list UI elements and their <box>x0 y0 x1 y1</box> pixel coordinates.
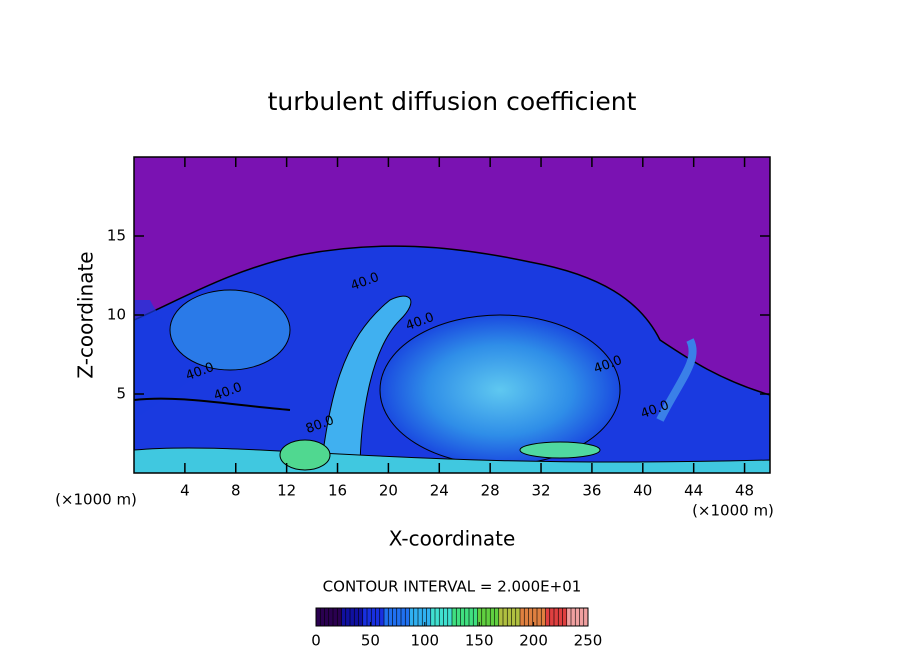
colorbar-cell <box>537 608 542 626</box>
colorbar-cell <box>532 608 538 626</box>
colorbar-cell <box>392 608 398 626</box>
colorbar-cell <box>447 608 453 626</box>
colorbar-cell <box>503 608 508 626</box>
x-tick-label: 20 <box>379 482 398 500</box>
x-tick-label: 36 <box>582 482 601 500</box>
colorbar-cell <box>401 608 406 626</box>
colorbar-cell <box>367 608 372 626</box>
colorbar-cell <box>350 608 355 626</box>
x-tick-label: 12 <box>277 482 296 500</box>
colorbar-tick-label: 0 <box>311 632 321 650</box>
colorbar-cell <box>435 608 440 626</box>
colorbar-cell <box>554 608 559 626</box>
x-tick-label: 48 <box>735 482 754 500</box>
colorbar-cell <box>486 608 491 626</box>
colorbar-cell <box>316 608 321 626</box>
x-tick-label: 44 <box>684 482 703 500</box>
colorbar-cell <box>498 608 504 626</box>
y-axis-label: Z-coordinate <box>74 251 98 378</box>
colorbar-cell <box>371 608 376 626</box>
chart-title: turbulent diffusion coefficient <box>268 87 637 116</box>
colorbar-cell <box>341 608 347 626</box>
y-tick-label: 15 <box>107 227 126 245</box>
colorbar-cell <box>490 608 495 626</box>
x-tick-label: 4 <box>180 482 190 500</box>
field <box>134 157 770 473</box>
colorbar-cell <box>545 608 551 626</box>
contour-interval: CONTOUR INTERVAL = 2.000E+01 <box>323 578 582 596</box>
colorbar-cell <box>333 608 338 626</box>
colorbar-tick-label: 50 <box>361 632 380 650</box>
colorbar-cell <box>337 608 342 626</box>
colorbar-cell <box>566 608 572 626</box>
colorbar-cell <box>439 608 444 626</box>
colorbar-cell <box>422 608 427 626</box>
colorbar-cell <box>473 608 478 626</box>
colorbar-cell <box>375 608 381 626</box>
colorbar-cell <box>328 608 334 626</box>
colorbar-cell <box>409 608 415 626</box>
colorbar-cell <box>396 608 402 626</box>
x-axis-label: X-coordinate <box>389 527 516 551</box>
colorbar-cell <box>456 608 461 626</box>
colorbar-cell <box>562 608 568 626</box>
x-tick-label: 32 <box>531 482 550 500</box>
colorbar-tick-label: 100 <box>410 632 439 650</box>
colorbar-cell <box>520 608 525 626</box>
colorbar-cell <box>384 608 389 626</box>
x-tick-label: 24 <box>430 482 449 500</box>
colorbar-cell <box>571 608 576 626</box>
colorbar-cell <box>405 608 410 626</box>
colorbar-cell <box>452 608 457 626</box>
colorbar-cell <box>358 608 364 626</box>
colorbar-cell <box>541 608 546 626</box>
colorbar-cell <box>515 608 521 626</box>
colorbar-cell <box>583 608 589 626</box>
colorbar-tick-label: 150 <box>465 632 494 650</box>
colorbar-cell <box>477 608 483 626</box>
colorbar-cell <box>507 608 512 626</box>
colorbar-cell <box>494 608 500 626</box>
colorbar-cell <box>460 608 466 626</box>
colorbar-tick-label: 200 <box>519 632 548 650</box>
colorbar-frame <box>315 607 589 627</box>
colorbar-cell <box>469 608 474 626</box>
colorbar-cell <box>388 608 393 626</box>
colorbar-cell <box>528 608 534 626</box>
y-tick-label: 10 <box>107 306 126 324</box>
y-tick-label: 5 <box>116 385 126 403</box>
x-tick-label: 8 <box>231 482 241 500</box>
x-tick-label: 16 <box>328 482 347 500</box>
y-unit-label: (×1000 m) <box>55 491 137 509</box>
colorbar-cell <box>511 608 517 626</box>
x-tick-label: 28 <box>481 482 500 500</box>
colorbar-cell <box>575 608 580 626</box>
colorbar-cell <box>426 608 432 626</box>
colorbar-cell <box>443 608 449 626</box>
colorbar-cell <box>464 608 470 626</box>
colorbar-cell <box>362 608 368 626</box>
colorbar-cell <box>430 608 436 626</box>
colorbar-cell <box>524 608 529 626</box>
colorbar-cell <box>320 608 325 626</box>
colorbar-cell <box>418 608 423 626</box>
colorbar-cell <box>345 608 351 626</box>
colorbar-cell <box>549 608 555 626</box>
colorbar-tick-label: 250 <box>574 632 603 650</box>
colorbar-cell <box>354 608 359 626</box>
colorbar-cell <box>413 608 419 626</box>
colorbar-cell <box>324 608 330 626</box>
colorbar-cell <box>481 608 487 626</box>
colorbar-cell <box>379 608 385 626</box>
x-tick-label: 40 <box>633 482 652 500</box>
colorbar-cell <box>579 608 585 626</box>
colorbar-cell <box>558 608 563 626</box>
x-unit-label: (×1000 m) <box>692 502 774 520</box>
